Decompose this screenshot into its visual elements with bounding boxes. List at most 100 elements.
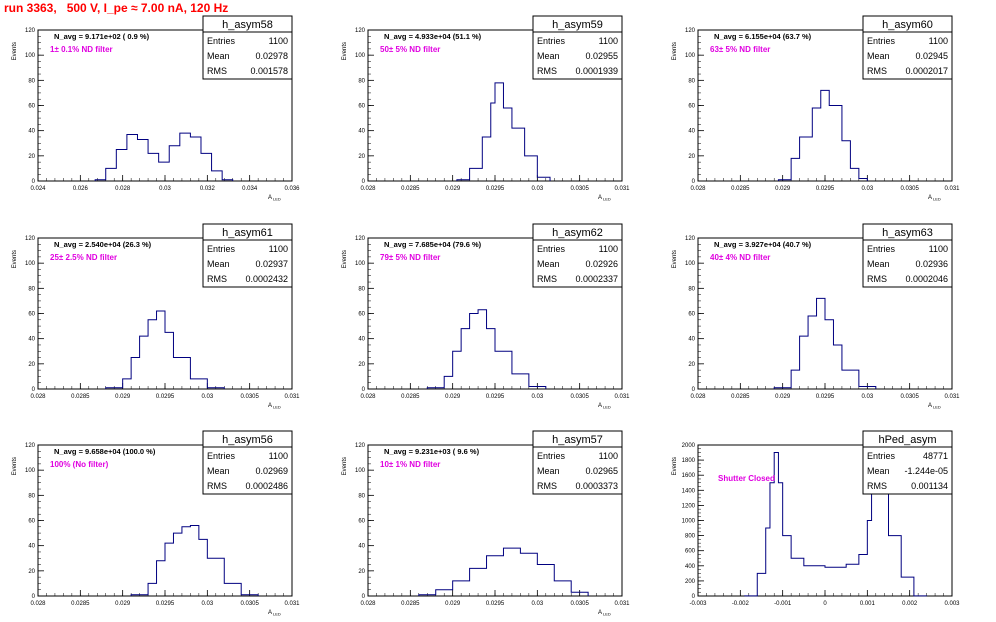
y-tick-label: 20 [688,154,695,160]
y-tick-label: 120 [355,236,366,242]
x-tick-label: 0.031 [284,394,300,400]
y-tick-label: 80 [688,286,695,292]
x-tick-label: 0.0295 [486,601,505,607]
y-tick-label: 40 [358,129,365,135]
x-tick-label: 0.03 [531,601,543,607]
stats-value: 0.001134 [911,481,948,491]
stats-label: Entries [537,244,566,254]
x-tick-label: -0.001 [774,601,792,607]
x-tick-label: 0.031 [614,186,630,192]
x-tick-label: 0.03 [201,601,213,607]
x-tick-label: 0.03 [531,186,543,192]
x-tick-label: -0.003 [689,601,707,607]
y-tick-label: 800 [685,534,696,540]
x-tick-label: 0.031 [614,394,630,400]
x-tick-label: 0.0305 [570,186,589,192]
stats-value: 1100 [599,451,618,461]
stats-label: Mean [207,51,230,61]
x-tick-label: -0.002 [732,601,750,607]
stats-label: Entries [867,451,896,461]
stats-label: RMS [207,66,227,76]
stats-value: 0.0002486 [245,481,288,491]
x-tick-label: 0 [823,601,827,607]
x-tick-label: 0.0295 [816,186,835,192]
x-tick-label: 0.0285 [71,394,90,400]
chart-h_asym58: Events 0 20 40 60 80 100 120 0.024 0.026 0.028 0.03… [12,15,300,202]
y-axis-label: Events [672,250,678,268]
stats-label: Entries [207,36,236,46]
stats-value: 0.02969 [255,466,288,476]
stats-label: Mean [207,466,230,476]
y-tick-label: 60 [688,104,695,110]
y-tick-label: 1400 [682,488,696,494]
stats-label: Entries [537,451,566,461]
y-tick-label: 40 [688,129,695,135]
y-tick-label: 120 [25,443,36,449]
y-tick-label: 40 [28,129,35,135]
x-tick-label: 0.028 [360,601,376,607]
stats-label: RMS [867,481,887,491]
histogram-series [418,547,589,596]
filter-annotation: 10± 1% ND filter [380,460,440,469]
y-tick-label: 120 [685,236,696,242]
y-tick-label: 40 [28,337,35,343]
x-tick-label: 0.029 [445,601,461,607]
y-tick-label: 60 [28,312,35,318]
histogram-series [456,82,551,181]
y-axis-label: Events [342,457,348,475]
x-tick-label: 0.0305 [570,601,589,607]
stats-label: Entries [207,451,236,461]
stats-value: 0.0002046 [905,274,948,284]
y-axis-label: Events [342,42,348,60]
x-tick-label: 0.0305 [240,394,259,400]
y-tick-label: 100 [25,261,36,267]
histogram-name: h_asym59 [552,19,603,31]
chart-h_asym59: Events 0 20 40 60 80 100 120 0.028 0.0285 0.029 0.0… [342,15,630,202]
histogram-series [130,525,259,596]
x-tick-label: 0.0295 [816,394,835,400]
x-tick-label: 0.0285 [71,601,90,607]
x-tick-label: 0.0285 [401,601,420,607]
x-axis-label: ALED [268,195,281,202]
x-tick-label: 0.029 [445,186,461,192]
chart-h_asym61: Events 0 20 40 60 80 100 120 0.028 0.0285 0.029 0.0… [12,223,300,410]
x-tick-label: 0.002 [902,601,918,607]
stats-value: 0.02936 [915,259,948,269]
y-tick-label: 80 [358,286,365,292]
y-tick-label: 120 [355,28,366,34]
histogram-name: h_asym60 [882,19,933,31]
stats-value: 0.0001939 [575,66,618,76]
x-tick-label: 0.0285 [731,394,750,400]
x-tick-label: 0.03 [861,394,873,400]
y-tick-label: 100 [25,53,36,59]
x-tick-label: 0.0305 [570,394,589,400]
y-tick-label: 0 [32,387,36,393]
x-axis-label: ALED [598,195,611,202]
x-tick-label: 0.0285 [401,394,420,400]
stats-value: 0.0003373 [575,481,618,491]
y-axis-label: Events [12,457,18,475]
y-tick-label: 20 [28,569,35,575]
x-tick-label: 0.0305 [900,186,919,192]
histogram-series [773,297,877,389]
histogram-series [777,89,868,181]
x-tick-label: 0.026 [73,186,89,192]
stats-label: Mean [537,466,560,476]
stats-box [862,15,953,80]
navg-label: N_avg = 9.171e+02 ( 0.9 %) [54,32,150,41]
y-tick-label: 80 [688,78,695,84]
histogram-name: hPed_asym [878,434,936,446]
y-tick-label: 0 [32,179,36,185]
stats-label: RMS [537,66,557,76]
x-tick-label: 0.029 [445,394,461,400]
x-tick-label: 0.036 [284,186,300,192]
x-axis-label: ALED [598,403,611,410]
x-tick-label: 0.028 [360,186,376,192]
x-tick-label: 0.0285 [401,186,420,192]
x-tick-label: 0.032 [200,186,216,192]
y-tick-label: 2000 [682,443,696,449]
stats-value: 0.0002337 [575,274,618,284]
navg-label: N_avg = 9.231e+03 ( 9.6 %) [384,447,480,456]
histogram-name: h_asym58 [222,19,273,31]
histogram-series [94,132,234,181]
